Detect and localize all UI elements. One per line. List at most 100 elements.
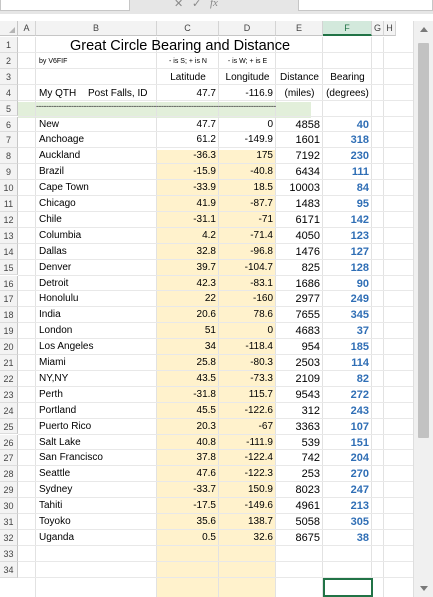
row-header[interactable]: 24 <box>0 402 18 419</box>
distance-value[interactable]: 7655 <box>295 309 320 322</box>
active-cell-selection[interactable] <box>323 578 373 597</box>
row-header[interactable]: 19 <box>0 323 18 340</box>
distance-value[interactable]: 7192 <box>295 150 320 163</box>
longitude-value[interactable]: -67 <box>258 420 273 432</box>
bearing-value[interactable]: 37 <box>356 325 369 338</box>
latitude-value[interactable]: 39.7 <box>196 261 216 273</box>
distance-value[interactable]: 2977 <box>295 293 320 306</box>
city-name[interactable]: Tahiti <box>39 500 63 512</box>
row-header[interactable]: 2 <box>0 52 18 69</box>
bearing-value[interactable]: 243 <box>350 404 369 417</box>
city-name[interactable]: Portland <box>39 404 77 416</box>
column-header-a[interactable]: A <box>18 21 36 36</box>
distance-value[interactable]: 8023 <box>295 484 320 497</box>
distance-value[interactable]: 742 <box>301 452 320 465</box>
city-name[interactable]: Auckland <box>39 150 81 162</box>
column-header-f[interactable]: F <box>323 21 372 36</box>
longitude-value[interactable]: 78.6 <box>253 309 273 321</box>
bearing-value[interactable]: 345 <box>350 309 369 322</box>
column-header-g[interactable]: G <box>372 21 384 36</box>
row-header[interactable]: 11 <box>0 196 18 212</box>
row-header[interactable]: 29 <box>0 482 18 499</box>
distance-value[interactable]: 3363 <box>295 420 320 433</box>
city-name[interactable]: Dallas <box>39 245 67 257</box>
distance-value[interactable]: 954 <box>301 341 320 354</box>
latitude-value[interactable]: 43.5 <box>196 372 216 384</box>
distance-value[interactable]: 4683 <box>295 325 320 338</box>
distance-value[interactable]: 312 <box>301 404 320 417</box>
scroll-down-icon[interactable] <box>420 586 428 591</box>
row-header[interactable]: 14 <box>0 243 18 260</box>
latitude-value[interactable]: 32.8 <box>196 245 216 257</box>
bearing-value[interactable]: 84 <box>356 182 369 195</box>
row-header[interactable]: 7 <box>0 132 18 149</box>
latitude-value[interactable]: 34 <box>204 341 216 353</box>
row-header[interactable]: 6 <box>0 116 18 133</box>
longitude-value[interactable]: 175 <box>256 150 273 162</box>
city-name[interactable]: San Francisco <box>39 452 103 464</box>
city-name[interactable]: Puerto Rico <box>39 420 92 432</box>
latitude-value[interactable]: 35.6 <box>196 516 216 527</box>
latitude-value[interactable]: 20.6 <box>196 309 216 321</box>
column-header-b[interactable]: B <box>36 21 157 36</box>
distance-value[interactable]: 2109 <box>295 372 320 385</box>
city-name[interactable]: Brazil <box>39 166 65 178</box>
bearing-value[interactable]: 185 <box>350 341 369 354</box>
bearing-value[interactable]: 95 <box>356 198 369 210</box>
latitude-value[interactable]: 47.6 <box>196 468 216 480</box>
latitude-value[interactable]: 51 <box>204 325 216 337</box>
row-header[interactable]: 1 <box>0 37 18 53</box>
distance-value[interactable]: 5058 <box>295 516 320 528</box>
distance-value[interactable]: 8675 <box>295 531 320 544</box>
longitude-value[interactable]: -122.3 <box>244 468 273 480</box>
city-name[interactable]: Cape Town <box>39 182 89 194</box>
bearing-value[interactable]: 38 <box>356 531 369 544</box>
row-header[interactable]: 16 <box>0 275 18 292</box>
distance-value[interactable]: 2503 <box>295 357 320 369</box>
city-name[interactable]: Sydney <box>39 484 73 496</box>
bearing-value[interactable]: 128 <box>350 261 369 274</box>
distance-value[interactable]: 6434 <box>295 166 320 179</box>
bearing-value[interactable]: 40 <box>356 118 369 131</box>
select-all-icon[interactable] <box>0 21 18 36</box>
latitude-value[interactable]: 4.2 <box>202 229 216 241</box>
latitude-value[interactable]: -36.3 <box>193 150 216 162</box>
row-header[interactable]: 28 <box>0 466 18 483</box>
distance-value[interactable]: 10003 <box>289 182 320 195</box>
row-header[interactable]: 4 <box>0 84 18 101</box>
bearing-value[interactable]: 151 <box>350 436 369 449</box>
city-name[interactable]: Chile <box>39 213 62 225</box>
latitude-value[interactable]: 42.3 <box>196 277 216 289</box>
distance-value[interactable]: 1686 <box>295 277 320 290</box>
bearing-value[interactable]: 318 <box>350 134 369 147</box>
row-header[interactable]: 20 <box>0 339 18 355</box>
longitude-value[interactable]: -160 <box>252 293 273 305</box>
row-header[interactable]: 27 <box>0 450 18 467</box>
bearing-value[interactable]: 213 <box>350 500 369 513</box>
bearing-value[interactable]: 90 <box>356 277 369 290</box>
bearing-value[interactable]: 114 <box>351 357 369 369</box>
name-box[interactable] <box>0 0 130 11</box>
row-header[interactable]: 21 <box>0 355 18 371</box>
latitude-value[interactable]: 47.7 <box>196 118 216 130</box>
row-header[interactable]: 3 <box>0 68 18 85</box>
distance-value[interactable]: 6171 <box>295 213 320 226</box>
latitude-value[interactable]: -31.1 <box>193 213 216 225</box>
bearing-value[interactable]: 305 <box>350 516 369 528</box>
latitude-value[interactable]: 37.8 <box>196 452 216 464</box>
row-header[interactable]: 34 <box>0 561 18 578</box>
distance-value[interactable]: 539 <box>301 436 320 449</box>
distance-value[interactable]: 9543 <box>295 388 320 401</box>
distance-value[interactable]: 1601 <box>295 134 320 147</box>
bearing-value[interactable]: 270 <box>350 468 369 481</box>
city-name[interactable]: Perth <box>39 388 63 400</box>
longitude-value[interactable]: 0 <box>267 118 273 130</box>
bearing-value[interactable]: 127 <box>350 245 369 258</box>
longitude-value[interactable]: -71.4 <box>250 229 273 241</box>
vertical-scrollbar[interactable] <box>413 21 433 597</box>
row-header[interactable]: 13 <box>0 227 18 244</box>
row-header[interactable]: 9 <box>0 164 18 181</box>
longitude-value[interactable]: -122.6 <box>244 404 273 416</box>
row-header[interactable]: 15 <box>0 259 18 276</box>
longitude-value[interactable]: -87.7 <box>250 198 273 209</box>
